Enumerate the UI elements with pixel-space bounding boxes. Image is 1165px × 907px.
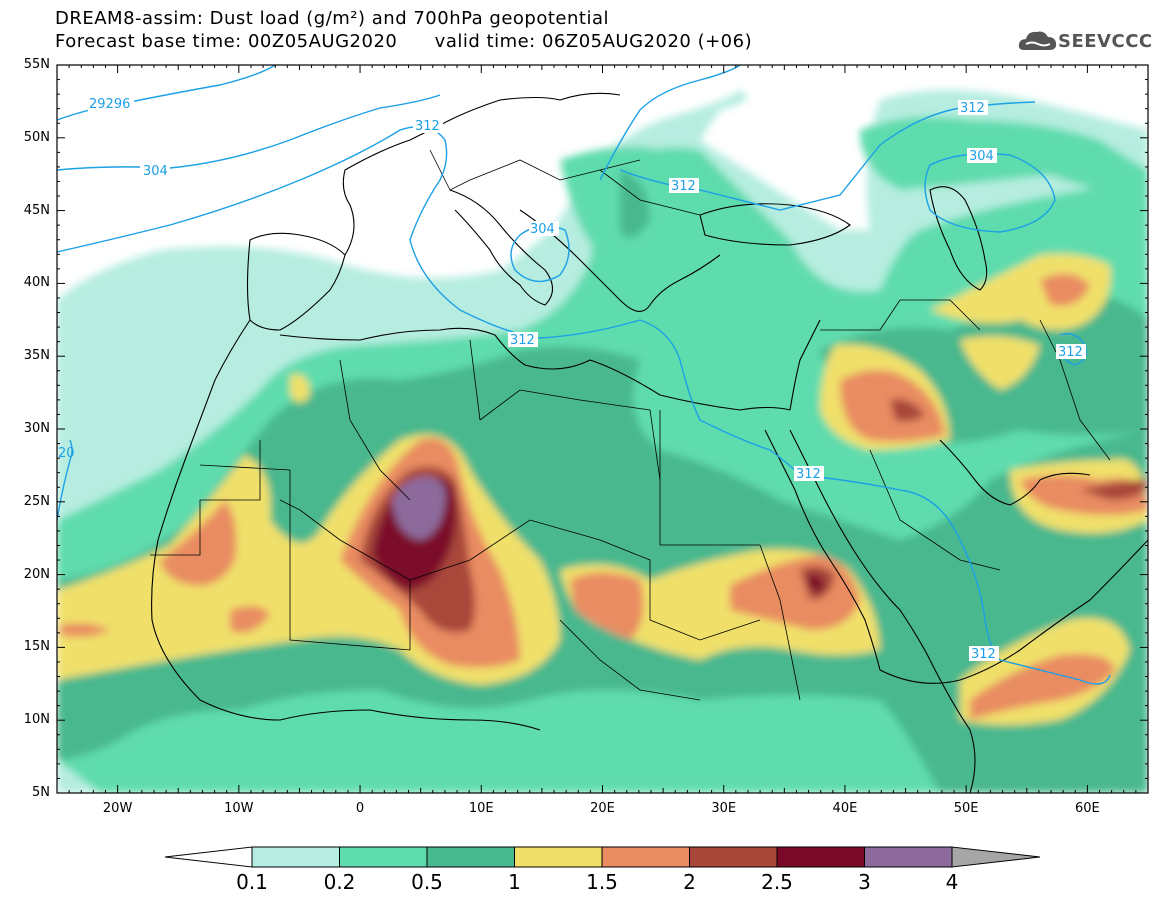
colorbar-segment bbox=[689, 846, 778, 868]
forecast-time: Forecast base time: 00Z05AUG2020 valid t… bbox=[55, 31, 753, 52]
colorbar-over-triangle bbox=[951, 846, 1041, 868]
colorbar-tick-label: 1.5 bbox=[586, 870, 618, 894]
lon-tick-label: 60E bbox=[1074, 801, 1100, 816]
colorbar-tick-label: 2.5 bbox=[761, 870, 793, 894]
logo-text: SEEVCCC bbox=[1058, 31, 1153, 52]
colorbar-tick-label: 0.5 bbox=[411, 870, 443, 894]
contour-label: 312 bbox=[510, 333, 535, 348]
lon-tick-label: 30E bbox=[711, 801, 737, 816]
country-borders bbox=[150, 149, 1111, 701]
colorbar bbox=[164, 846, 1041, 868]
lat-tick-label: 40N bbox=[23, 275, 50, 291]
contour-label: 312 bbox=[960, 101, 985, 116]
colorbar-tick-label: 2 bbox=[683, 870, 696, 894]
lat-tick-label: 35N bbox=[23, 348, 50, 364]
lat-tick-label: 55N bbox=[23, 57, 50, 72]
colorbar-segment bbox=[339, 846, 428, 868]
contour-labels: 29296 304 312 304 312 312 304 312 312 31… bbox=[58, 96, 1086, 662]
lon-tick-label: 0 bbox=[355, 801, 365, 816]
lon-tick-label: 40E bbox=[832, 801, 858, 816]
lon-tick-label: 50E bbox=[953, 801, 979, 816]
contour-label: 312 bbox=[796, 467, 821, 482]
colorbar-tick-label: 0.2 bbox=[323, 870, 356, 894]
colorbar-segment bbox=[251, 846, 340, 868]
lat-tick-label: 5N bbox=[32, 785, 50, 800]
lat-tick-label: 10N bbox=[23, 712, 50, 728]
contour-label: 304 bbox=[969, 149, 994, 164]
contour-label: 20 bbox=[58, 446, 75, 461]
lat-tick-label: 15N bbox=[23, 639, 50, 655]
colorbar-tick-label: 4 bbox=[945, 870, 959, 894]
colorbar-under-triangle bbox=[164, 846, 253, 868]
lon-tick-label: 10E bbox=[468, 801, 494, 816]
contour-label: 312 bbox=[971, 647, 996, 662]
lat-tick-label: 50N bbox=[23, 129, 50, 145]
colorbar-segment bbox=[864, 846, 953, 868]
lat-tick-label: 20N bbox=[23, 566, 50, 582]
colorbar-segment bbox=[601, 846, 690, 868]
contour-label: 312 bbox=[1058, 345, 1083, 360]
colorbar-segment bbox=[776, 846, 865, 868]
seevccc-logo-icon bbox=[1018, 31, 1057, 50]
lat-tick-label: 45N bbox=[23, 202, 50, 218]
colorbar-tick-label: 1 bbox=[508, 870, 521, 894]
contour-label: 304 bbox=[530, 222, 555, 237]
colorbar-tick-label: 0.1 bbox=[236, 870, 268, 894]
coastlines bbox=[151, 92, 1148, 793]
lon-tick-label: 20W bbox=[102, 801, 133, 816]
lon-tick-label: 10W bbox=[224, 801, 254, 816]
contour-label: 304 bbox=[143, 164, 168, 179]
colorbar-tick-label: 3 bbox=[858, 870, 871, 894]
colorbar-segment bbox=[426, 846, 515, 868]
lat-tick-label: 30N bbox=[23, 421, 50, 436]
map-title: DREAM8-assim: Dust load (g/m²) and 700hP… bbox=[55, 8, 609, 29]
contour-label: 312 bbox=[415, 119, 440, 134]
lat-tick-label: 25N bbox=[23, 493, 50, 509]
contour-label: 312 bbox=[671, 179, 696, 194]
contour-label: 29296 bbox=[89, 97, 130, 112]
colorbar-segment bbox=[514, 846, 603, 868]
lon-tick-label: 20E bbox=[590, 801, 615, 816]
dust-field bbox=[57, 65, 1148, 793]
